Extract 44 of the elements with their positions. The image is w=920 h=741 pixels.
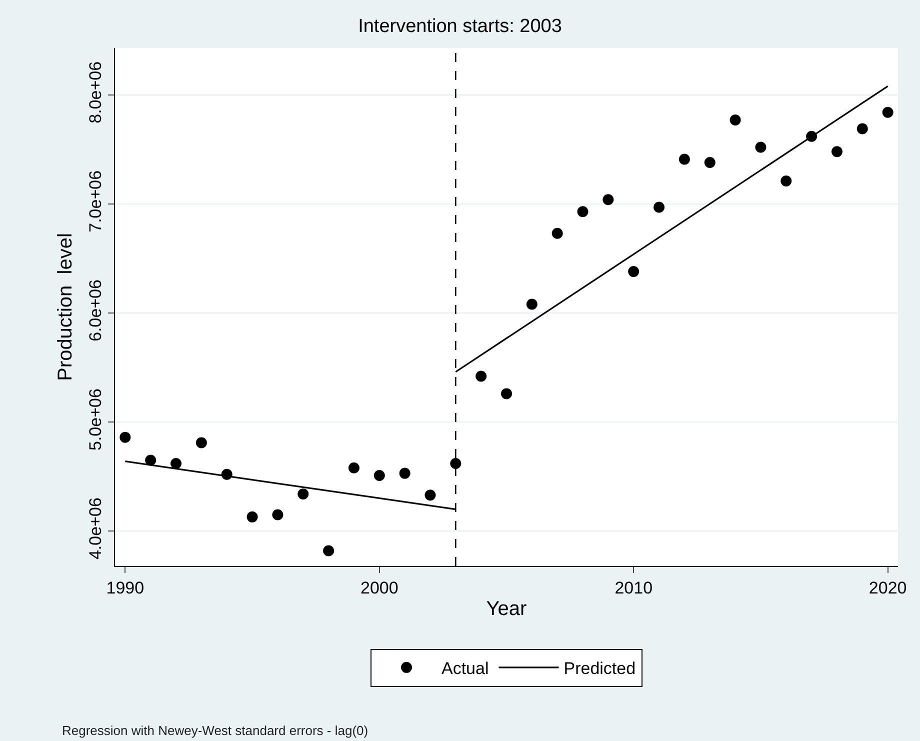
x-tick-label: 2020: [868, 578, 907, 598]
x-tick-label: 2010: [614, 578, 653, 598]
point: [323, 545, 334, 556]
point: [831, 146, 842, 158]
text: Regression with Newey-West standard errors - lag(0): [62, 723, 368, 738]
point: [755, 142, 766, 153]
x-axis-title: Year: [486, 598, 528, 620]
point: [298, 488, 309, 500]
point: [882, 106, 894, 118]
point: [856, 123, 868, 134]
point: [196, 437, 207, 448]
point: [602, 194, 614, 206]
point: [654, 202, 665, 213]
point: [577, 206, 588, 218]
point: [628, 266, 640, 278]
point: [374, 470, 385, 481]
point: [501, 388, 512, 400]
point: [272, 509, 284, 520]
y-tick-label: 7.0e+06: [86, 170, 106, 232]
point: [348, 462, 360, 474]
point: [424, 490, 436, 501]
x-tick-label: 2000: [360, 578, 398, 598]
y-tick-label: 5.0e+06: [86, 388, 106, 450]
point: [526, 298, 538, 310]
point: [780, 176, 792, 187]
point: [399, 468, 410, 479]
point: [120, 432, 131, 443]
legend-label: Actual: [442, 659, 489, 678]
point: [170, 458, 182, 469]
point: [450, 458, 462, 469]
point: [704, 157, 716, 168]
x-tick-label: 1990: [106, 578, 144, 598]
point: [476, 370, 487, 382]
y-axis-title: Production level: [54, 233, 77, 381]
y-tick-label: 6.0e+06: [86, 279, 106, 342]
y-tick-label: 8.0e+06: [86, 61, 106, 124]
point: [552, 228, 563, 239]
point: [145, 454, 156, 466]
point: [246, 511, 258, 522]
point: [678, 154, 690, 165]
legend-label: Predicted: [564, 659, 636, 678]
chart-title: Intervention starts: 2003: [358, 16, 562, 37]
y-tick-label: 4.0e+06: [86, 498, 106, 560]
point: [730, 114, 741, 126]
